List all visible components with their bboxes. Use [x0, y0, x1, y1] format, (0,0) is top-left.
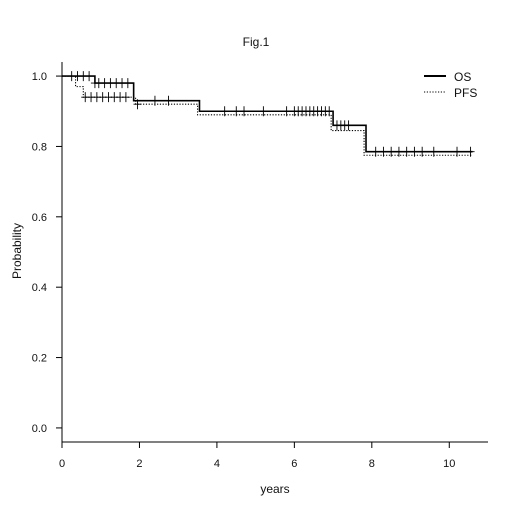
legend: OS PFS	[424, 70, 477, 100]
censor-mark-os	[418, 146, 427, 157]
x-tick-label: 6	[291, 458, 297, 470]
y-tick-label: 0.8	[32, 141, 47, 153]
censor-mark-os	[123, 78, 132, 89]
x-tick-label: 10	[443, 458, 455, 470]
censor-mark-os	[259, 106, 268, 117]
x-axis: 0 2 4 6 8 10	[59, 441, 488, 470]
legend-label-os: OS	[454, 70, 471, 84]
series-line-pfs	[62, 75, 473, 156]
plot-series	[62, 71, 475, 157]
censor-mark-os	[85, 71, 94, 82]
x-tick-label: 0	[59, 458, 65, 470]
series-line-os	[62, 75, 473, 153]
y-tick-label: 0.4	[32, 282, 47, 294]
censor-mark-os	[240, 106, 249, 117]
censor-mark-os	[220, 106, 229, 117]
x-tick-label: 2	[136, 458, 142, 470]
series-pfs	[62, 75, 473, 156]
legend-label-pfs: PFS	[454, 86, 477, 100]
censor-mark-pfs	[121, 92, 130, 103]
chart-title: Fig.1	[243, 35, 270, 49]
censor-mark-os	[387, 146, 396, 157]
y-axis-label: Probability	[10, 223, 24, 279]
series-os	[62, 71, 475, 157]
y-tick-label: 0.0	[32, 423, 47, 435]
y-tick-label: 0.6	[32, 212, 47, 224]
censor-mark-os	[344, 120, 353, 131]
x-tick-label: 4	[214, 458, 220, 470]
x-tick-label: 8	[369, 458, 375, 470]
y-tick-label: 1.0	[32, 71, 47, 83]
y-axis: 0.0 0.2 0.4 0.6 0.8 1.0	[32, 62, 63, 442]
x-axis-label: years	[260, 482, 289, 496]
censor-mark-pfs	[133, 99, 142, 110]
y-tick-label: 0.2	[32, 353, 47, 365]
censor-mark-os	[394, 146, 403, 157]
